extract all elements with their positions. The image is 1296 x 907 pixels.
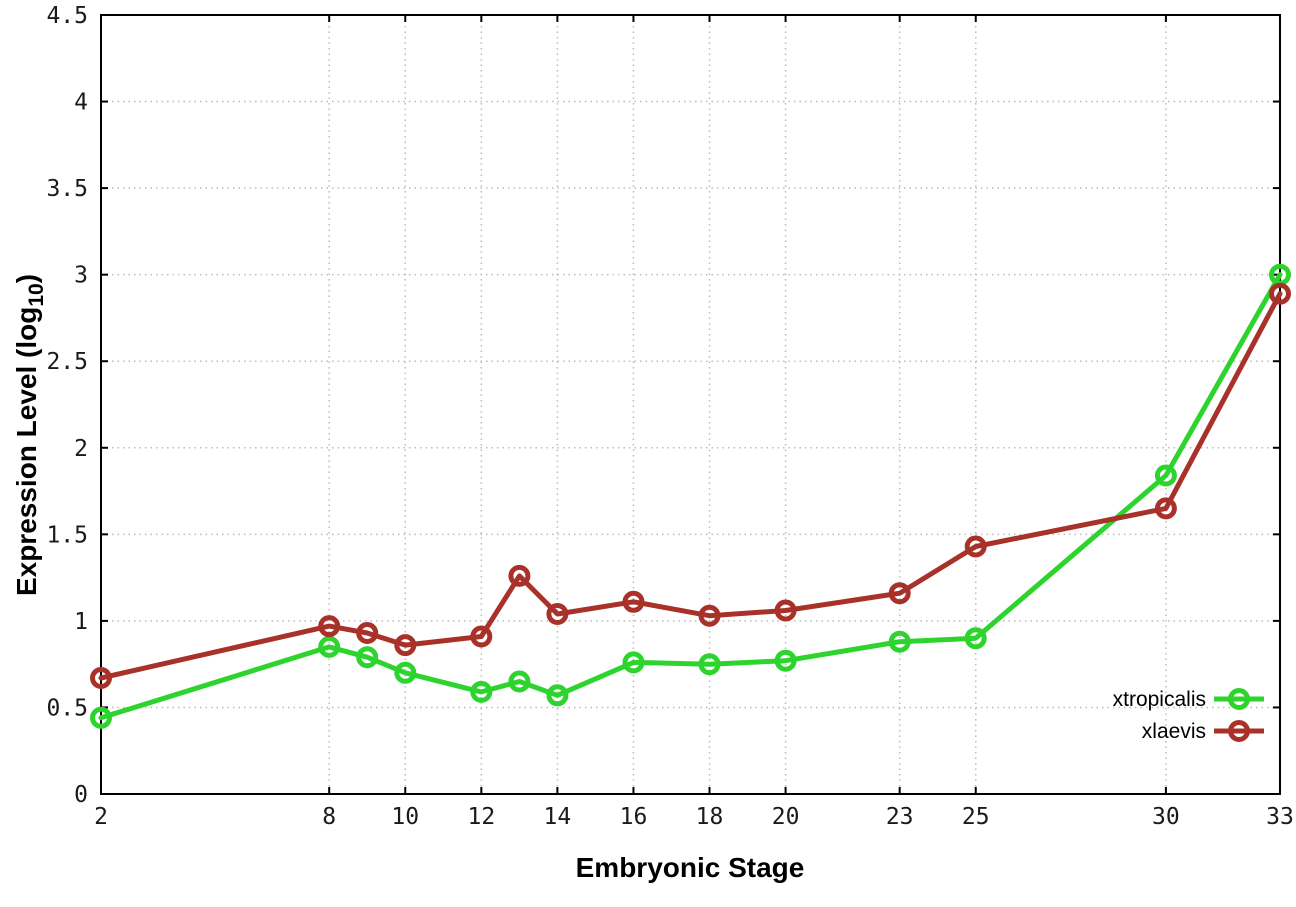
data-point-xlaevis xyxy=(318,615,341,638)
data-point-xlaevis xyxy=(546,603,569,625)
series-line-xtropicalis xyxy=(98,272,1283,721)
y-tick-label: 0 xyxy=(74,782,88,808)
y-tick-label: 3.5 xyxy=(46,176,88,202)
data-point-xtropicalis xyxy=(356,646,379,669)
legend-item-xlaevis: xlaevis xyxy=(1142,720,1264,743)
data-point-xlaevis xyxy=(622,590,645,613)
data-point-xtropicalis xyxy=(622,651,645,674)
x-tick-label: 23 xyxy=(886,804,914,830)
y-axis-title-main: Expression Level (log xyxy=(11,307,42,596)
data-point-xlaevis xyxy=(394,634,417,657)
plot-border xyxy=(100,14,1281,795)
axes-layer xyxy=(100,14,1281,795)
x-tick-label: 25 xyxy=(962,804,990,830)
x-tick-label: 10 xyxy=(391,804,419,830)
x-tick-label: 30 xyxy=(1152,804,1180,830)
y-tick-label: 3 xyxy=(74,263,88,289)
data-point-xlaevis xyxy=(964,535,987,558)
data-point-xlaevis xyxy=(90,667,112,689)
data-point-xlaevis xyxy=(888,582,911,605)
data-point-xtropicalis xyxy=(546,684,569,707)
data-point-xtropicalis xyxy=(1154,464,1177,487)
legend-marker-sample xyxy=(1228,688,1250,710)
legend-marker-sample xyxy=(1228,720,1250,742)
series-layer xyxy=(90,263,1291,729)
data-point-xlaevis xyxy=(1154,497,1177,520)
legend-item-xtropicalis: xtropicalis xyxy=(1113,688,1264,711)
gridlines-layer xyxy=(101,15,1280,794)
data-point-xtropicalis xyxy=(888,630,911,653)
y-tick-label: 1.5 xyxy=(46,522,88,548)
x-tick-label: 20 xyxy=(772,804,800,830)
y-tick-label: 4 xyxy=(74,90,88,116)
x-tick-label: 14 xyxy=(544,804,572,830)
y-tick-label: 2 xyxy=(74,436,88,462)
y-tick-label: 0.5 xyxy=(46,695,88,721)
data-point-xlaevis xyxy=(356,622,379,644)
x-tick-label: 18 xyxy=(696,804,724,830)
data-point-xtropicalis xyxy=(394,661,417,684)
data-point-xlaevis xyxy=(1269,282,1291,305)
y-tick-label: 2.5 xyxy=(46,349,88,375)
data-point-xlaevis xyxy=(698,604,721,627)
data-point-xtropicalis xyxy=(90,706,112,729)
y-axis-title-subscript: 10 xyxy=(25,283,48,306)
data-point-xlaevis xyxy=(470,625,493,648)
data-point-xtropicalis xyxy=(774,649,797,672)
data-point-xtropicalis xyxy=(964,627,987,650)
legend-layer: xtropicalis xlaevis xyxy=(1113,688,1264,743)
x-tick-label: 33 xyxy=(1266,804,1294,830)
y-tick-label: 1 xyxy=(74,609,88,635)
data-point-xtropicalis xyxy=(470,680,493,703)
x-axis-title: Embryonic Stage xyxy=(576,852,805,883)
y-axis-title: Expression Level (log10) xyxy=(11,274,48,596)
y-axis-title-close: ) xyxy=(11,274,42,283)
x-tick-label: 8 xyxy=(322,804,336,830)
data-point-xlaevis xyxy=(774,599,797,622)
x-tick-label: 12 xyxy=(467,804,495,830)
data-point-xlaevis xyxy=(508,564,531,587)
x-tick-label: 16 xyxy=(620,804,648,830)
data-point-xtropicalis xyxy=(318,635,341,658)
legend-label-xtropicalis: xtropicalis xyxy=(1113,688,1206,711)
data-point-xtropicalis xyxy=(508,670,531,693)
tick-labels-layer: 0 0.5 1 1.5 2 2.5 3 3.5 4 4.5 2 8 10 12 14 16 18 20 23 25 30… xyxy=(46,3,1293,830)
x-tick-label: 2 xyxy=(94,804,108,830)
data-point-xtropicalis xyxy=(698,653,721,676)
legend-label-xlaevis: xlaevis xyxy=(1142,720,1206,743)
y-tick-label: 4.5 xyxy=(46,3,88,29)
